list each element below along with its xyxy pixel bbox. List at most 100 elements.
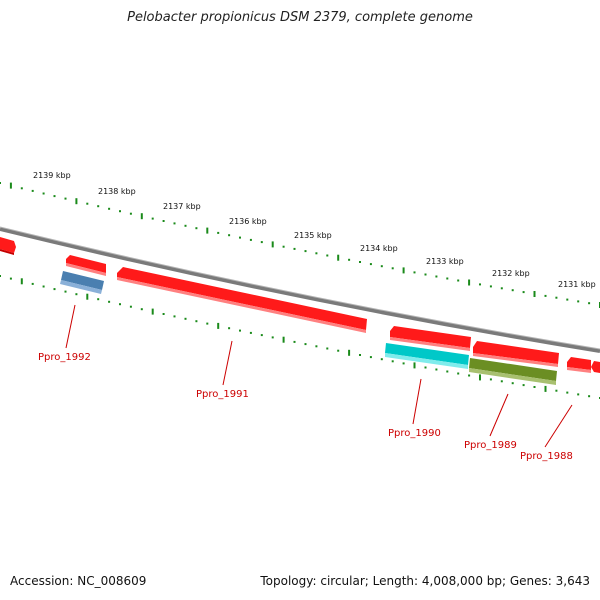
outer-minor-tick [97, 205, 100, 208]
gene-label-ppro-1991[interactable]: Ppro_1991 [196, 389, 249, 400]
inner-minor-tick [239, 329, 241, 332]
inner-minor-tick [359, 354, 361, 356]
outer-minor-tick [522, 291, 525, 294]
gene-label-ppro-1992[interactable]: Ppro_1992 [38, 352, 91, 363]
outer-minor-tick [129, 212, 132, 215]
inner-minor-tick [315, 345, 318, 348]
inner-minor-tick [468, 374, 471, 377]
inner-minor-tick [228, 327, 231, 330]
outer-minor-tick [249, 238, 252, 241]
inner-minor-tick [64, 290, 67, 293]
outer-minor-tick [348, 258, 351, 261]
inner-minor-tick [249, 331, 252, 334]
inner-minor-tick [162, 313, 165, 315]
inner-minor-tick [511, 382, 514, 385]
outer-minor-tick [380, 265, 383, 268]
inner-major-tick [479, 374, 481, 381]
inner-minor-tick [457, 372, 460, 375]
scale-label-2138: 2138 kbp [98, 187, 136, 196]
inner-major-tick [86, 293, 89, 300]
gene-label-ppro-1990[interactable]: Ppro_1990 [388, 428, 441, 439]
outer-minor-tick [500, 287, 503, 290]
gene-feature-ppro-1988[interactable] [567, 357, 591, 373]
outer-minor-tick [424, 273, 427, 276]
inner-minor-tick [533, 386, 536, 388]
scale-label-2137: 2137 kbp [163, 202, 201, 211]
outer-minor-tick [282, 245, 285, 248]
gene-feature-ppro-1990-forward[interactable] [390, 326, 471, 351]
inner-minor-tick [0, 275, 1, 277]
gene-label-ppro-1989[interactable]: Ppro_1989 [464, 440, 517, 451]
gene-feature-small-left[interactable] [66, 255, 106, 276]
inner-minor-tick [195, 320, 198, 323]
inner-minor-tick [588, 395, 591, 398]
outer-minor-tick [42, 192, 45, 195]
accession-text: Accession: NC_008609 [10, 574, 147, 588]
inner-minor-tick [489, 378, 492, 381]
outer-minor-tick [184, 224, 187, 227]
inner-minor-tick [119, 303, 121, 306]
outer-minor-tick [359, 261, 361, 263]
gene-feature-ppro-1991[interactable] [117, 267, 367, 333]
outer-minor-tick [479, 283, 481, 286]
outer-minor-tick [391, 267, 394, 270]
scale-label-2133: 2133 kbp [426, 257, 464, 266]
feature-olive-ppro-1989[interactable] [469, 358, 557, 385]
outer-minor-tick [64, 197, 67, 200]
outer-minor-tick [457, 279, 460, 282]
inner-major-tick [20, 278, 23, 285]
inner-minor-tick [402, 362, 405, 365]
inner-minor-tick [391, 360, 394, 363]
inner-minor-tick [522, 384, 525, 387]
inner-minor-tick [326, 347, 329, 350]
inner-minor-tick [108, 300, 111, 303]
inner-minor-tick [424, 366, 427, 369]
inner-minor-tick [380, 358, 383, 361]
inner-minor-tick [304, 343, 307, 346]
outer-minor-tick [446, 277, 449, 280]
outer-minor-tick [260, 241, 263, 244]
scale-label-2132: 2132 kbp [492, 269, 530, 278]
inner-minor-tick [75, 293, 78, 296]
scale-label-2131: 2131 kbp [558, 280, 596, 289]
inner-minor-tick [337, 349, 340, 352]
inner-major-tick [413, 362, 416, 369]
outer-minor-tick [369, 263, 372, 266]
gene-feature-ppro-1989-forward[interactable] [473, 341, 559, 367]
outer-minor-tick [588, 302, 591, 305]
outer-minor-tick [577, 300, 580, 303]
outer-minor-tick [151, 217, 154, 220]
inner-minor-tick [31, 282, 34, 285]
inner-major-tick [544, 385, 547, 392]
outer-minor-tick [0, 182, 1, 184]
genome-backbone [0, 227, 600, 353]
inner-minor-tick [435, 368, 438, 371]
gene-feature-left-edge[interactable] [0, 237, 16, 255]
scale-label-2135: 2135 kbp [294, 231, 332, 240]
feature-blue-ppro-1992[interactable] [60, 271, 104, 294]
inner-minor-tick [42, 285, 45, 288]
inner-minor-tick [271, 336, 274, 339]
inner-minor-tick [53, 288, 56, 291]
leader-line-ppro-1990 [412, 378, 422, 425]
outer-minor-tick [304, 250, 307, 253]
inner-minor-tick [293, 340, 296, 343]
outer-minor-tick [86, 202, 89, 205]
outer-minor-tick [489, 285, 492, 288]
outer-minor-tick [119, 210, 121, 213]
gene-feature-right-edge[interactable] [591, 361, 600, 373]
inner-major-tick [282, 336, 285, 343]
outer-minor-tick [511, 289, 514, 292]
gene-label-ppro-1988[interactable]: Ppro_1988 [520, 451, 573, 462]
outer-minor-tick [544, 294, 547, 297]
outer-major-tick [337, 254, 340, 261]
feature-cyan-ppro-1990[interactable] [385, 343, 469, 369]
outer-minor-tick [566, 298, 569, 301]
inner-minor-tick [206, 322, 209, 325]
outer-minor-tick [239, 236, 241, 239]
outer-minor-tick [108, 207, 111, 210]
inner-major-tick [217, 322, 220, 329]
outer-minor-tick [217, 231, 220, 234]
inner-minor-tick [446, 370, 449, 373]
outer-minor-tick [53, 195, 56, 198]
